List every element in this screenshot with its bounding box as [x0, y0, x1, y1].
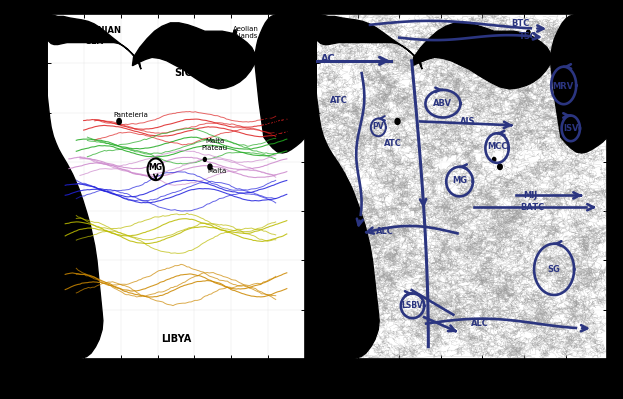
Text: BATC: BATC	[520, 203, 545, 212]
Text: AC: AC	[321, 54, 336, 64]
Text: AIS: AIS	[460, 117, 475, 126]
Text: Cape
Gallo: Cape Gallo	[161, 46, 179, 59]
Text: BTC: BTC	[511, 19, 529, 28]
Circle shape	[524, 33, 527, 37]
Text: a): a)	[50, 23, 63, 36]
Text: MCC: MCC	[487, 142, 507, 150]
Circle shape	[117, 119, 121, 124]
Polygon shape	[412, 23, 551, 89]
Text: Panteleria: Panteleria	[113, 112, 148, 118]
Text: Gulf of
Gabes: Gulf of Gabes	[62, 251, 85, 265]
Text: SICILY: SICILY	[174, 68, 207, 78]
Polygon shape	[254, 14, 305, 153]
Circle shape	[526, 30, 530, 34]
Circle shape	[231, 33, 234, 37]
Text: IONIAN
SEA: IONIAN SEA	[263, 118, 296, 137]
Circle shape	[498, 164, 502, 170]
Text: LSBV: LSBV	[401, 301, 422, 310]
Circle shape	[208, 164, 212, 170]
Circle shape	[492, 158, 496, 161]
Text: Malta: Malta	[207, 168, 227, 174]
Polygon shape	[133, 23, 255, 89]
Text: ATC: ATC	[384, 138, 402, 148]
Text: ISV: ISV	[563, 124, 579, 133]
Text: Malta
Plateau: Malta Plateau	[202, 138, 228, 151]
Text: ATC: ATC	[330, 96, 348, 105]
Text: MG: MG	[452, 176, 467, 185]
Text: ABV: ABV	[434, 99, 452, 108]
Text: PV: PV	[373, 122, 384, 131]
Polygon shape	[47, 14, 103, 359]
Text: LIBYA: LIBYA	[161, 334, 191, 344]
Circle shape	[395, 119, 400, 124]
Text: MG: MG	[149, 163, 163, 172]
Text: SG: SG	[548, 265, 561, 274]
Text: Aeolian
Islands: Aeolian Islands	[233, 26, 259, 39]
Text: TYRRENIAN
SEA: TYRRENIAN SEA	[68, 26, 121, 46]
Circle shape	[227, 38, 230, 42]
Text: MIJ: MIJ	[523, 191, 538, 200]
Circle shape	[229, 36, 232, 40]
Text: ALC: ALC	[376, 227, 394, 236]
Polygon shape	[47, 14, 141, 69]
Circle shape	[203, 158, 206, 161]
Text: ALC: ALC	[472, 319, 489, 328]
Circle shape	[234, 30, 237, 34]
Polygon shape	[550, 14, 607, 153]
Circle shape	[521, 36, 525, 40]
Circle shape	[519, 38, 523, 42]
Text: b): b)	[320, 23, 333, 36]
Text: MRV: MRV	[552, 83, 573, 91]
Polygon shape	[316, 14, 379, 359]
Text: TSC: TSC	[520, 32, 537, 41]
Polygon shape	[316, 14, 422, 69]
Text: TUNISIA: TUNISIA	[49, 169, 58, 204]
Text: Strait
of Messina: Strait of Messina	[258, 43, 295, 56]
